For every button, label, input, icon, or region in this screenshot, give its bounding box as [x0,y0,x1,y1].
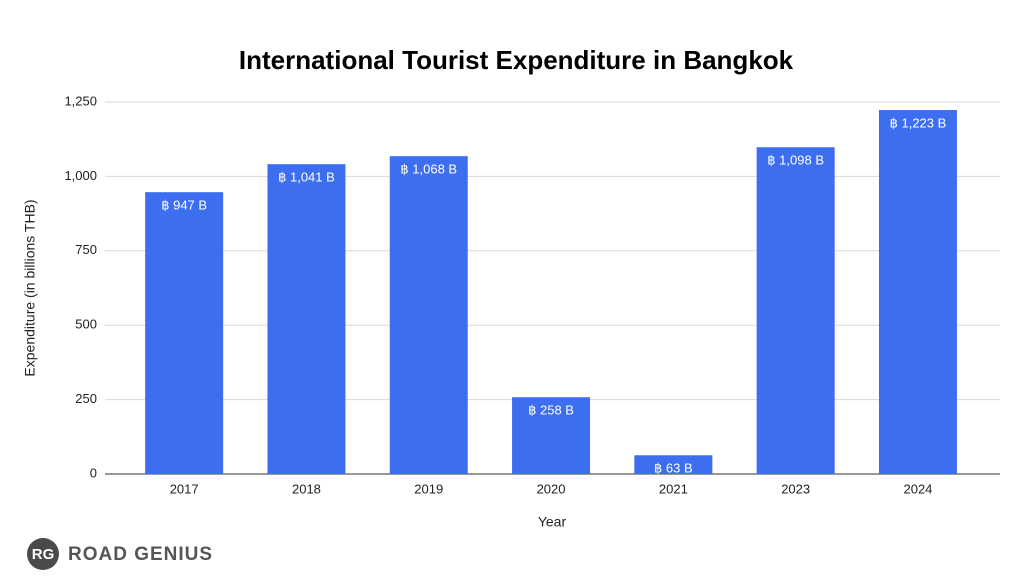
x-tick-label: 2023 [781,481,810,496]
bar [756,147,835,474]
logo-name: ROAD GENIUS [68,544,213,565]
chart-title: International Tourist Expenditure in Ban… [239,45,794,75]
y-tick-label: 0 [90,465,97,480]
value-label: ฿ 947 B [161,198,207,213]
value-label: ฿ 63 B [654,461,693,476]
bar [389,156,468,474]
x-axis-label: Year [538,514,567,530]
bar [878,110,957,474]
x-tick-label: 2018 [292,481,321,496]
y-axis-label: Expenditure (in billions THB) [22,199,38,376]
y-tick-label: 1,000 [64,168,97,183]
value-label: ฿ 1,223 B [890,115,947,130]
y-tick-label: 750 [75,242,97,257]
x-tick-label: 2017 [170,481,199,496]
logo-badge [27,538,59,570]
value-label: ฿ 1,098 B [767,153,824,168]
bar [634,455,713,474]
x-tick-label: 2019 [414,481,443,496]
y-tick-label: 500 [75,317,97,332]
value-label: ฿ 258 B [528,403,574,418]
x-tick-label: 2020 [537,481,566,496]
value-label: ฿ 1,068 B [400,162,457,177]
y-tick-label: 250 [75,391,97,406]
value-label: ฿ 1,041 B [278,170,335,185]
bar [512,397,591,474]
logo-badge-text: RG [32,546,55,563]
y-tick-label: 1,250 [64,93,97,108]
x-tick-label: 2021 [659,481,688,496]
x-tick-label: 2024 [903,481,932,496]
bar [145,192,224,475]
bar [267,164,346,474]
